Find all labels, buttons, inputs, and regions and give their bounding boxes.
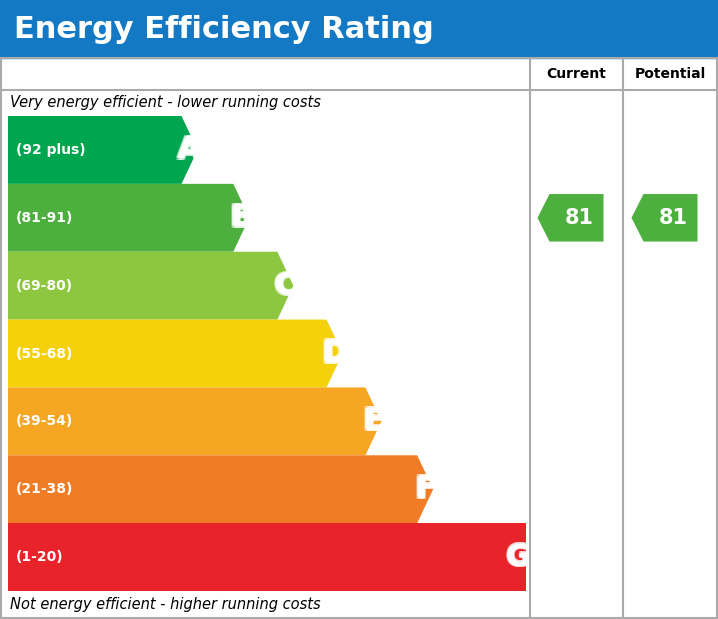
Text: A: A — [176, 134, 200, 163]
Text: A: A — [178, 136, 201, 165]
Text: E: E — [363, 409, 384, 438]
Text: A: A — [178, 134, 201, 163]
Text: B: B — [231, 203, 254, 232]
Text: G: G — [507, 541, 532, 570]
Text: 81: 81 — [659, 208, 688, 228]
Text: Energy Efficiency Rating: Energy Efficiency Rating — [14, 14, 434, 43]
Text: B: B — [228, 205, 251, 234]
Polygon shape — [8, 116, 197, 184]
Text: A: A — [176, 137, 200, 166]
Text: A: A — [180, 137, 203, 166]
Polygon shape — [8, 319, 342, 387]
Text: (39-54): (39-54) — [16, 414, 73, 428]
Text: C: C — [273, 272, 295, 301]
Text: C: C — [274, 270, 297, 298]
Text: (69-80): (69-80) — [16, 279, 73, 293]
Bar — [0, 0, 718, 58]
Text: (55-68): (55-68) — [16, 347, 73, 360]
Text: A: A — [180, 136, 203, 165]
Text: F: F — [414, 476, 434, 505]
Text: A: A — [180, 134, 203, 163]
Text: Current: Current — [546, 67, 607, 81]
Text: D: D — [323, 339, 349, 368]
Text: D: D — [320, 340, 345, 370]
Text: E: E — [362, 405, 382, 435]
Text: C: C — [273, 271, 295, 300]
Text: F: F — [415, 473, 436, 502]
Text: C: C — [276, 270, 298, 298]
Text: G: G — [507, 543, 532, 571]
Text: A: A — [178, 137, 201, 166]
Text: E: E — [365, 405, 386, 435]
Text: G: G — [504, 541, 529, 570]
Text: G: G — [507, 544, 532, 573]
Text: E: E — [363, 405, 384, 435]
Text: G: G — [505, 544, 531, 573]
Text: D: D — [322, 339, 348, 368]
Text: (81-91): (81-91) — [16, 211, 73, 225]
Text: D: D — [323, 340, 349, 370]
Text: B: B — [230, 205, 253, 234]
Text: B: B — [230, 202, 253, 231]
Text: B: B — [228, 203, 251, 232]
Text: G: G — [504, 544, 529, 573]
Text: Very energy efficient - lower running costs: Very energy efficient - lower running co… — [10, 95, 321, 111]
Text: E: E — [365, 409, 386, 438]
Text: F: F — [416, 475, 437, 504]
Text: E: E — [363, 407, 384, 436]
Polygon shape — [8, 456, 433, 523]
Text: A: A — [176, 136, 200, 165]
Text: F: F — [416, 473, 437, 502]
Text: 81: 81 — [565, 208, 594, 228]
Polygon shape — [8, 184, 249, 252]
Text: E: E — [365, 407, 386, 436]
Text: E: E — [362, 409, 382, 438]
Text: F: F — [415, 476, 436, 505]
Text: F: F — [415, 475, 436, 504]
Text: G: G — [505, 541, 531, 570]
Text: F: F — [414, 473, 434, 502]
Text: F: F — [414, 475, 434, 504]
Text: Not energy efficient - higher running costs: Not energy efficient - higher running co… — [10, 597, 321, 612]
Text: B: B — [228, 202, 251, 231]
Polygon shape — [538, 194, 604, 241]
Polygon shape — [8, 523, 526, 591]
Text: C: C — [276, 271, 298, 300]
Polygon shape — [8, 387, 381, 456]
Text: E: E — [362, 407, 382, 436]
Text: G: G — [504, 543, 529, 571]
Text: F: F — [416, 476, 437, 505]
Text: D: D — [320, 337, 345, 366]
Text: D: D — [323, 337, 349, 366]
Text: B: B — [231, 202, 254, 231]
Text: B: B — [230, 203, 253, 232]
Text: D: D — [320, 339, 345, 368]
Text: B: B — [231, 205, 254, 234]
Text: Potential: Potential — [635, 67, 706, 81]
Text: (1-20): (1-20) — [16, 550, 64, 564]
Text: G: G — [505, 543, 531, 571]
Polygon shape — [632, 194, 697, 241]
Text: C: C — [274, 271, 297, 300]
Text: C: C — [276, 272, 298, 301]
Text: C: C — [274, 272, 297, 301]
Text: D: D — [322, 337, 348, 366]
Text: D: D — [322, 340, 348, 370]
Text: C: C — [273, 270, 295, 298]
Polygon shape — [8, 252, 294, 319]
Text: (92 plus): (92 plus) — [16, 143, 85, 157]
Text: (21-38): (21-38) — [16, 482, 73, 496]
